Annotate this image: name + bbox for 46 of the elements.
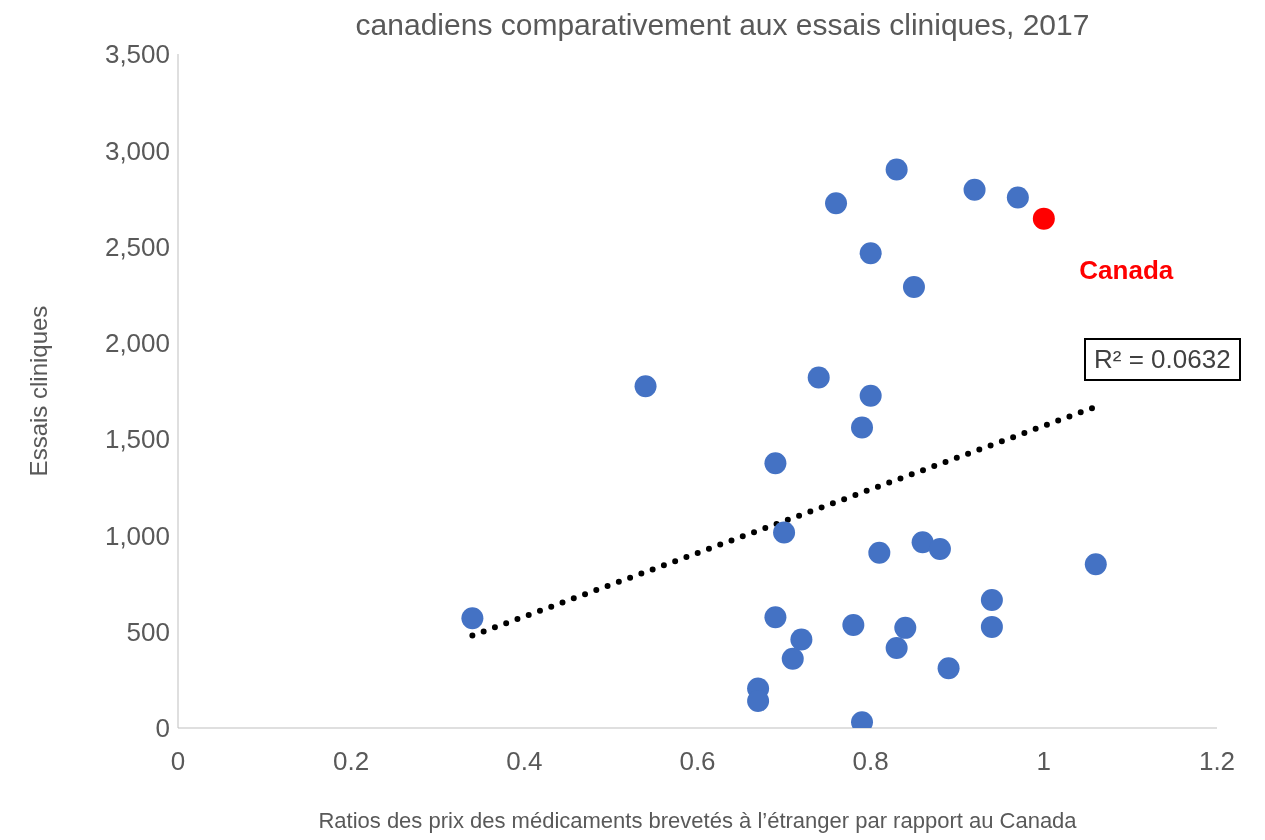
point [851,416,874,439]
point [842,613,865,636]
point [1032,207,1055,230]
point [807,366,830,389]
point [1084,553,1107,576]
x-axis-title: Ratios des prix des médicaments brevetés à l’étranger par rapport au Canada [318,808,1078,833]
point [634,375,657,398]
point [790,628,813,651]
point [928,537,951,560]
y-tick-label: 1,000 [104,520,170,551]
point [859,242,882,265]
x-tick-label: 0.6 [679,746,716,777]
y-tick-label: 500 [126,616,170,647]
point [937,657,960,680]
point [894,616,917,639]
x-tick-label: 0.2 [333,746,370,777]
point [885,158,908,181]
point [1006,186,1029,209]
y-tick-label: 0 [155,713,170,744]
chart-title: canadiens comparativement aux essais cliniques, 2017 [354,8,1091,43]
point [911,531,934,554]
point [461,607,484,630]
point [773,521,796,544]
point [980,615,1003,638]
series-label: Canada [1079,255,1174,286]
point [825,192,848,215]
point [885,637,908,660]
point [963,178,986,201]
x-tick-label: 1.2 [1198,746,1236,777]
point [764,606,787,629]
y-tick-label: 3,500 [104,39,170,70]
x-tick-label: 0.4 [506,746,543,777]
point [980,588,1003,611]
y-tick-label: 3,000 [104,135,170,166]
y-axis-title: Essais cliniques [24,305,52,477]
y-tick-label: 2,500 [104,231,170,262]
annotation: R² = 0.0632 [1084,338,1241,381]
point [859,384,882,407]
point [781,647,804,670]
y-tick-label: 2,000 [104,328,170,359]
x-tick-label: 1 [1036,746,1052,777]
x-tick-label: 0.8 [852,746,889,777]
point [902,276,925,299]
point [868,541,891,564]
y-tick-label: 1,500 [104,424,170,455]
point [764,452,787,475]
